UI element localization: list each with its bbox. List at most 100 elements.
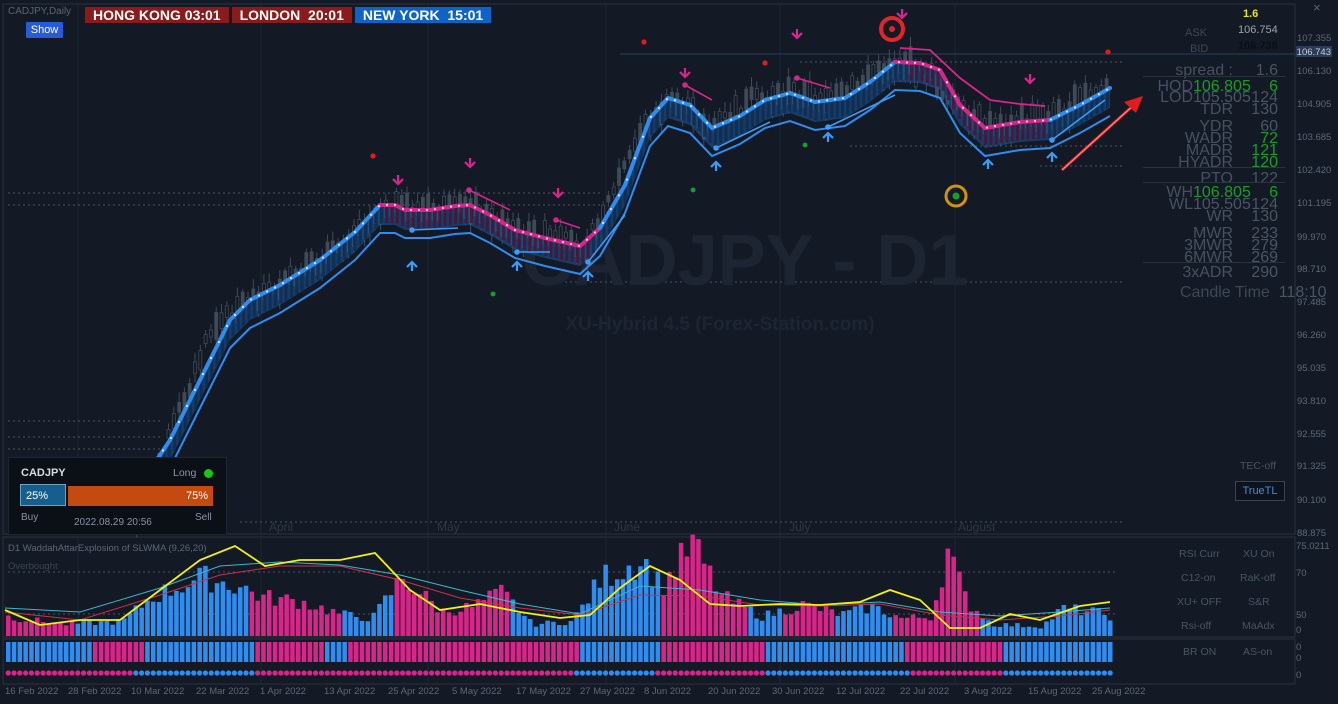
strip-dot <box>359 670 365 676</box>
strip-bar <box>690 642 695 662</box>
strip-dot <box>278 670 284 676</box>
ydr-row: YDR 60 <box>1143 118 1278 136</box>
strip-dot <box>144 670 150 676</box>
strip-bar <box>707 642 713 662</box>
strip-dot <box>1078 670 1084 676</box>
strip-bar <box>765 642 771 662</box>
histogram-bar <box>214 583 220 636</box>
histogram-bar <box>568 620 574 636</box>
ma-dot <box>489 214 493 217</box>
close-icon[interactable]: × <box>1313 0 1321 15</box>
histogram-bar <box>209 592 214 636</box>
ma-dot <box>609 207 613 211</box>
histogram-bar <box>75 623 81 636</box>
histogram-bar <box>87 620 92 636</box>
band-bar <box>427 210 431 228</box>
strip-dot <box>330 670 336 676</box>
histogram-bar <box>905 617 910 636</box>
strip-bar <box>539 642 545 662</box>
rak-toggle[interactable]: RaK-off <box>1240 572 1276 584</box>
strip-bar <box>516 642 521 662</box>
sell-arrow-icon <box>1024 74 1036 85</box>
strip-dot <box>1049 670 1055 676</box>
histogram-bar <box>197 567 202 636</box>
band-bar <box>199 380 203 399</box>
strip-dot <box>197 670 203 676</box>
band-bar <box>835 99 839 118</box>
histogram-bar <box>806 602 811 636</box>
band-bar <box>379 205 383 224</box>
histogram-bar <box>597 587 603 636</box>
ask-label: ASK <box>1185 27 1208 39</box>
strip-dot <box>220 670 226 676</box>
ma-dot <box>705 121 709 124</box>
tec-toggle[interactable]: TEC-off <box>1240 460 1276 472</box>
strip-dot <box>353 670 359 676</box>
band-bar <box>544 237 548 256</box>
band-bar <box>766 99 770 118</box>
candle-body <box>399 195 404 207</box>
histogram-bar <box>191 580 197 636</box>
as-toggle[interactable]: AS-on <box>1243 646 1273 658</box>
histogram-bar <box>435 612 440 636</box>
signal-line <box>715 121 771 149</box>
c12-toggle[interactable]: C12-on <box>1181 572 1216 584</box>
histogram-bar <box>226 589 231 636</box>
band-bar <box>1058 115 1062 134</box>
strip-bar <box>278 642 284 662</box>
band-bar <box>703 118 707 137</box>
price-tick: 93.810 <box>1297 396 1326 407</box>
histogram-bar <box>789 614 794 636</box>
strip-dot <box>255 670 261 676</box>
band-bar <box>708 124 712 143</box>
signal-line-red <box>4 565 1111 621</box>
candle-time-row: Candle Time 118:10 <box>1180 284 1326 302</box>
maadx-toggle[interactable]: MaAdx <box>1242 620 1275 632</box>
ma-dot <box>281 282 285 285</box>
strip-dot <box>945 670 951 676</box>
histogram-bar <box>910 614 916 636</box>
price-tick: 106.130 <box>1297 66 1331 77</box>
truetl-button[interactable]: TrueTL <box>1235 481 1285 501</box>
ma-dot <box>913 61 917 64</box>
ma-dot <box>625 178 629 181</box>
ma-dot <box>841 97 845 100</box>
histogram-bar <box>93 625 98 636</box>
rsi-curr-toggle[interactable]: RSI Curr <box>1179 548 1220 560</box>
strip-bar <box>1038 642 1043 662</box>
strip-bar <box>615 642 620 662</box>
sr-toggle[interactable]: S&R <box>1248 596 1270 608</box>
xu-plus-toggle[interactable]: XU+ OFF <box>1177 596 1222 608</box>
band-bar <box>793 94 797 113</box>
green-dot <box>690 187 696 193</box>
strip-bar <box>696 642 701 662</box>
histogram-bar <box>707 565 713 636</box>
histogram-bar <box>383 595 388 636</box>
band-bar <box>183 412 187 431</box>
strip-bar <box>586 642 591 662</box>
rsi-off-toggle[interactable]: Rsi-off <box>1181 620 1212 632</box>
ma-dot <box>801 96 805 99</box>
band-bar <box>1042 120 1046 139</box>
strip-dot <box>545 670 551 676</box>
strip-dot <box>742 670 748 676</box>
histogram-bar <box>765 610 771 636</box>
strip-bar <box>719 642 724 662</box>
show-button[interactable]: Show <box>26 22 63 38</box>
price-tick: 88.875 <box>1297 528 1326 539</box>
watermark-subtitle: XU-Hybrid 4.5 (Forex-Station.com) <box>565 314 874 335</box>
candle-body <box>590 223 595 231</box>
ma-dot <box>585 238 589 241</box>
strip-bar <box>1026 642 1032 662</box>
ma-dot <box>233 313 237 317</box>
br-toggle[interactable]: BR ON <box>1183 646 1217 658</box>
band-bar <box>1031 121 1035 140</box>
histogram-bar <box>127 612 133 636</box>
candle-time-value: 118:10 <box>1278 284 1327 301</box>
band-bar <box>602 223 606 242</box>
xu-on-toggle[interactable]: XU On <box>1243 548 1275 560</box>
ma-dot <box>161 449 165 452</box>
strip-bar <box>771 642 777 662</box>
